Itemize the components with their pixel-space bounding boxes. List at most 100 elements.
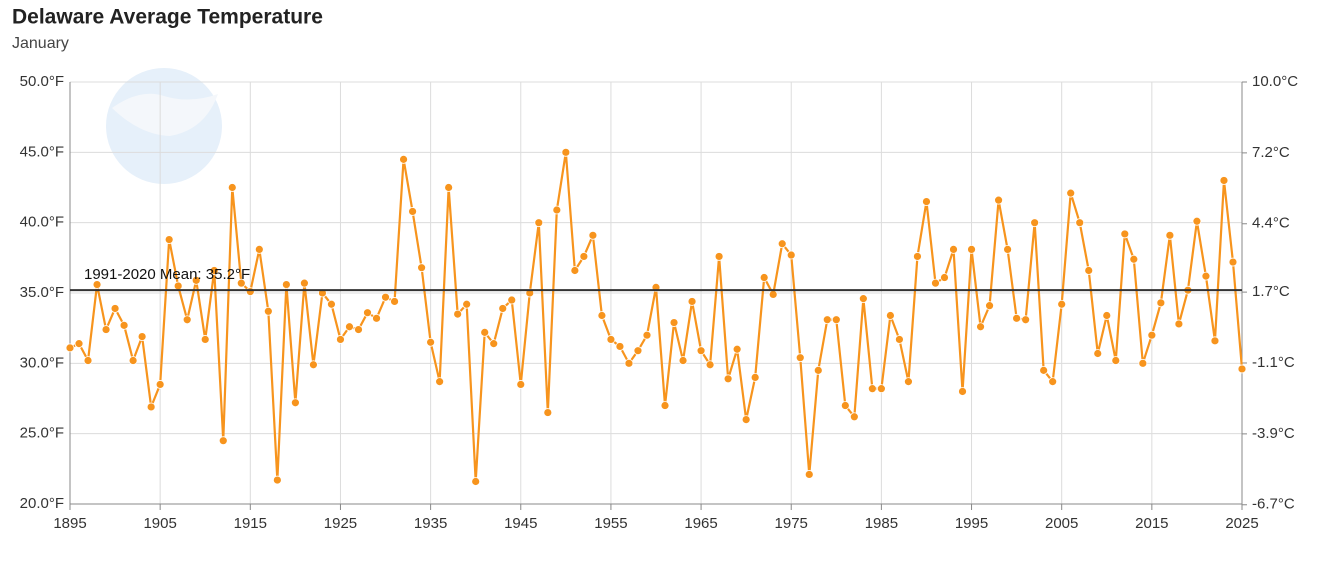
data-point	[1165, 230, 1175, 240]
data-point	[336, 335, 345, 344]
y-tick-label: 45.0°F	[20, 143, 64, 160]
data-point	[922, 197, 931, 206]
data-point	[272, 475, 282, 485]
data-point	[606, 335, 616, 344]
x-tick-label: 1905	[143, 515, 176, 532]
data-point	[498, 304, 508, 313]
data-point	[831, 315, 841, 325]
x-tick-label: 1895	[53, 515, 86, 532]
data-point	[886, 311, 895, 320]
data-point	[128, 356, 138, 365]
data-point	[1048, 377, 1058, 387]
data-point	[209, 266, 219, 275]
data-point	[940, 273, 949, 282]
data-point	[83, 356, 93, 365]
data-point	[146, 402, 156, 412]
y-tick-label: 40.0°F	[20, 214, 64, 231]
data-point	[705, 360, 715, 370]
data-point	[1093, 349, 1103, 358]
y-tick-label: 25.0°F	[20, 425, 64, 442]
data-point	[687, 297, 697, 306]
data-point	[994, 195, 1003, 205]
data-point	[1174, 319, 1184, 329]
data-point	[976, 322, 985, 332]
data-point	[669, 318, 679, 327]
data-point	[1111, 356, 1121, 365]
logo-wave	[112, 93, 218, 136]
data-point	[1030, 218, 1040, 228]
data-point	[218, 436, 228, 446]
data-point	[65, 343, 75, 353]
data-point	[1012, 313, 1022, 323]
data-point	[345, 322, 354, 332]
data-point	[1237, 364, 1247, 374]
data-point	[173, 281, 183, 291]
data-point	[732, 344, 742, 354]
data-point	[958, 387, 967, 396]
data-point	[327, 299, 336, 309]
x-tick-label: 1945	[504, 515, 537, 532]
data-point	[1021, 315, 1031, 325]
data-point	[1057, 299, 1067, 309]
y-tick-label: 30.0°F	[20, 354, 64, 371]
x-tick-label: 1995	[955, 515, 988, 532]
data-point	[867, 384, 877, 394]
data-point	[967, 244, 976, 254]
y2-tick-label: 1.7°C	[1252, 283, 1290, 300]
data-point	[876, 384, 886, 394]
data-point	[597, 311, 607, 320]
data-point	[543, 408, 553, 417]
mean-label: 1991-2020 Mean: 35.2°F	[84, 266, 250, 283]
data-point	[579, 252, 589, 261]
data-point	[849, 412, 859, 422]
data-point	[1039, 365, 1049, 375]
data-point	[768, 290, 778, 299]
data-point	[354, 325, 363, 334]
data-point	[281, 280, 291, 289]
data-point	[74, 339, 84, 349]
data-point	[435, 377, 445, 387]
y2-tick-label: -1.1°C	[1252, 354, 1295, 371]
y-tick-label: 20.0°F	[20, 495, 64, 512]
data-point	[615, 342, 625, 351]
data-point	[299, 278, 309, 288]
y2-tick-label: 4.4°C	[1252, 215, 1290, 232]
data-point	[750, 372, 760, 382]
data-point	[489, 339, 499, 349]
x-tick-label: 1935	[414, 515, 447, 532]
data-point	[399, 154, 408, 164]
chart-title: Delaware Average Temperature	[12, 6, 323, 29]
data-point	[1219, 176, 1229, 185]
x-tick-label: 2025	[1225, 515, 1258, 532]
data-point	[408, 207, 417, 216]
data-point	[660, 401, 670, 410]
y2-tick-label: -3.9°C	[1252, 425, 1295, 442]
data-point	[471, 477, 481, 486]
data-point	[245, 287, 255, 296]
data-point	[913, 252, 922, 261]
chart-subtitle: January	[12, 35, 69, 52]
data-point	[552, 205, 562, 215]
data-point	[462, 299, 472, 309]
data-point	[1138, 358, 1148, 368]
data-point	[858, 294, 868, 304]
data-point	[236, 278, 246, 288]
data-point	[182, 315, 192, 325]
data-point	[678, 356, 688, 365]
data-point	[1228, 257, 1238, 267]
data-point	[895, 335, 904, 344]
data-point	[101, 325, 111, 334]
data-point	[904, 377, 913, 387]
data-point	[570, 266, 580, 275]
data-point	[1066, 188, 1076, 198]
data-point	[534, 218, 544, 228]
data-point	[561, 147, 571, 157]
data-point	[390, 297, 399, 306]
x-tick-label: 1915	[234, 515, 267, 532]
data-point	[227, 183, 237, 192]
y2-tick-label: 10.0°C	[1252, 73, 1298, 90]
data-point	[110, 304, 120, 313]
data-point	[426, 337, 436, 347]
data-point	[155, 380, 165, 389]
data-point	[507, 295, 517, 305]
